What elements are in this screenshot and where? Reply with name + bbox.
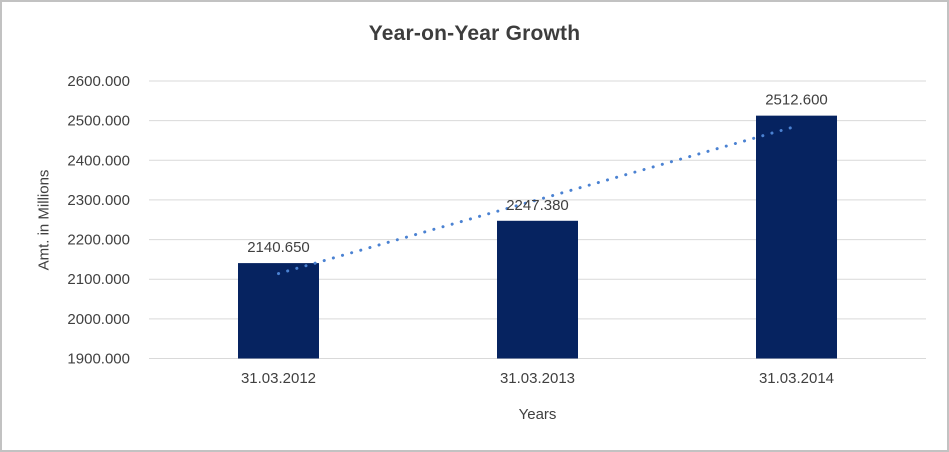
bar: [238, 263, 319, 359]
y-tick-label: 1900.000: [67, 351, 130, 368]
x-tick-label: 31.03.2014: [759, 370, 834, 387]
data-label: 2512.600: [765, 92, 828, 109]
bar: [756, 115, 837, 359]
chart-title: Year-on-Year Growth: [368, 22, 581, 45]
y-tick-label: 2100.000: [67, 271, 130, 288]
y-tick-label: 2500.000: [67, 113, 130, 130]
data-label: 2247.380: [506, 197, 569, 214]
y-tick-label: 2300.000: [67, 192, 130, 209]
y-tick-label: 2200.000: [67, 232, 130, 249]
data-label: 2140.650: [247, 239, 310, 256]
y-tick-label: 2400.000: [67, 152, 130, 169]
y-tick-label: 2600.000: [67, 73, 130, 90]
x-axis-title: Years: [518, 406, 557, 423]
y-tick-label: 2000.000: [67, 311, 130, 328]
bar: [497, 220, 578, 359]
x-tick-label: 31.03.2013: [500, 370, 575, 387]
x-tick-label: 31.03.2012: [241, 370, 316, 387]
y-axis-title: Amt. in Millions: [35, 169, 53, 271]
